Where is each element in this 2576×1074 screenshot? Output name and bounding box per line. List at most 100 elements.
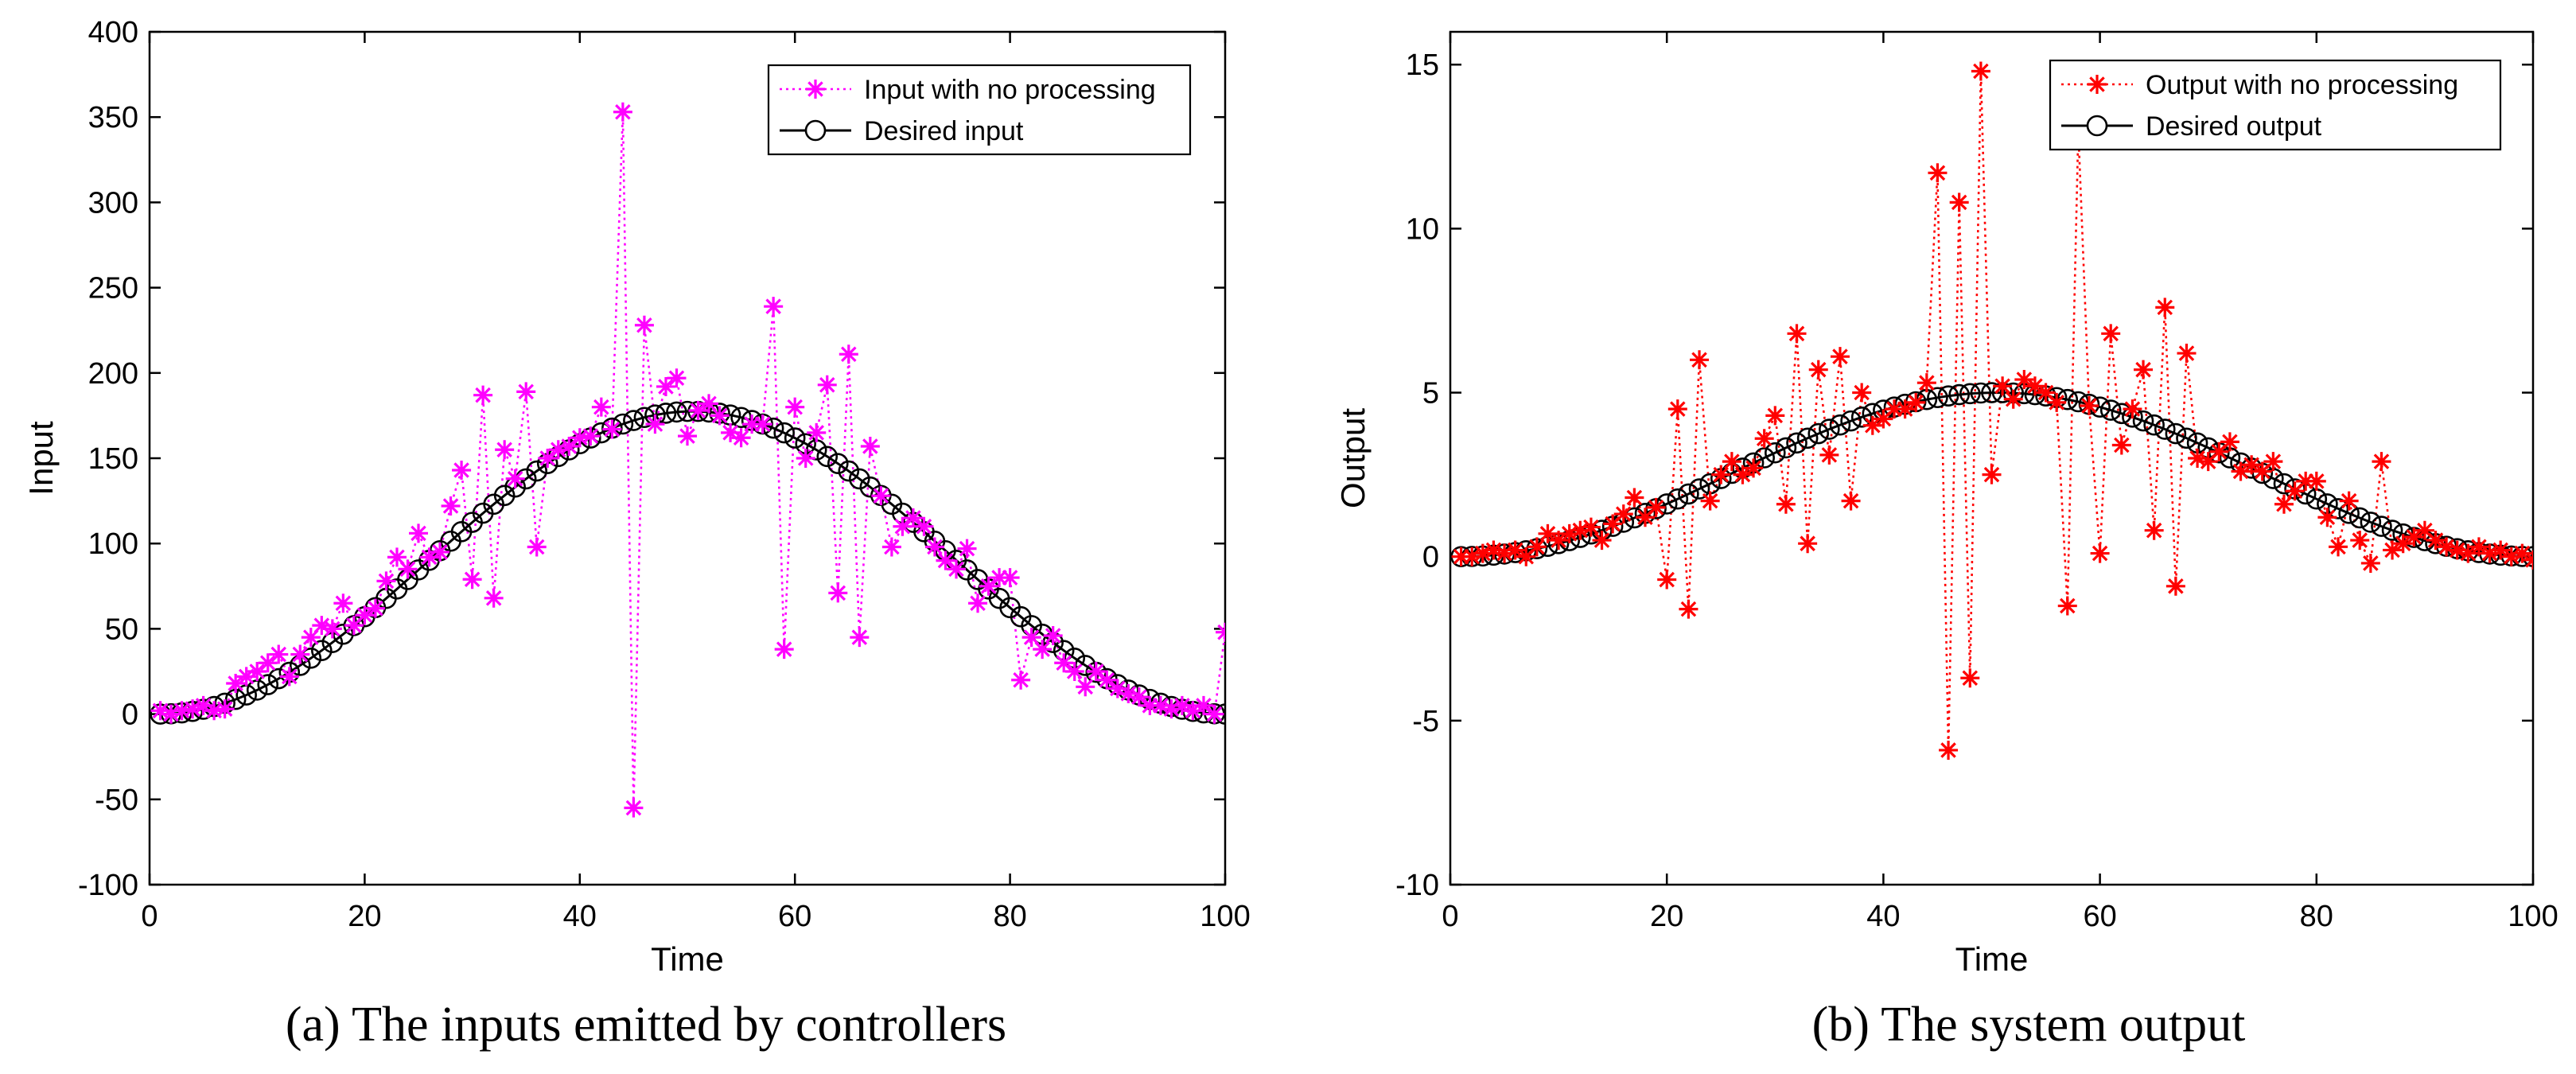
output-xtick-label: 60 [2083,900,2116,933]
inputs-ytick-label: 200 [88,357,138,391]
inputs-noisy-point [183,699,203,719]
output-noisy-series-line [1461,71,2533,751]
output-noisy-point [2047,392,2067,412]
inputs-noisy-point [968,593,988,613]
output-ytick-label: 15 [1406,49,1439,82]
output-desired-point [1948,383,1970,406]
output-noisy-point [2231,461,2251,481]
inputs-ytick-label: 150 [88,442,138,476]
inputs-noisy-point [430,542,450,562]
output-noisy-point [1895,399,1915,419]
output-noisy-point [2285,481,2305,501]
output-ytick-label: -5 [1412,705,1439,738]
inputs-noisy-point [150,701,170,721]
inputs-noisy-point [559,436,579,456]
output-noisy-point [2198,452,2218,472]
output-legend-noisy-marker [2088,75,2107,94]
output-noisy-point [1527,537,1547,557]
inputs-plot-area [150,102,1225,818]
inputs-noisy-point [1076,677,1095,697]
output-noisy-point [2415,520,2434,540]
inputs-noisy-point [1162,699,1181,719]
inputs-ytick-label: 400 [88,16,138,49]
output-noisy-point [2188,449,2208,468]
inputs-noisy-point [881,537,901,557]
output-noisy-point [2512,543,2532,563]
output-desired-point [1765,442,1786,464]
inputs-xtick-label: 100 [1200,900,1250,933]
output-desired-point [1775,437,1797,459]
inputs-noisy-point [807,422,827,442]
output-xtick-label: 20 [1650,900,1683,933]
inputs-noisy-point [462,570,482,590]
output-ytick-label: 0 [1422,541,1439,574]
output-noisy-point [2003,389,2023,409]
inputs-noisy-point [172,701,192,721]
inputs-noisy-point [1129,687,1149,707]
output-desired-point [2143,414,2165,436]
inputs-noisy-point [613,102,632,122]
inputs-ytick-label: 100 [88,527,138,561]
inputs-legend: Input with no processing Desired input [767,64,1192,156]
inputs-noisy-point [914,516,934,536]
inputs-noisy-point [1064,662,1084,681]
inputs-noisy-point [817,375,837,395]
output-noisy-point [1733,465,1753,484]
inputs-noisy-point [441,496,461,516]
inputs-noisy-point [1043,625,1063,645]
output-noisy-point [1635,508,1655,527]
inputs-noisy-point [990,568,1010,588]
output-noisy-point [1581,517,1601,537]
inputs-noisy-point [753,414,772,434]
output-noisy-point [1625,488,1644,508]
output-desired-point [2099,399,2122,421]
inputs-desired-point [838,460,860,482]
output-legend-box [2049,59,2502,151]
inputs-ytick-label: 250 [88,272,138,305]
chart-output: 0 20 40 60 80 100 -10 -5 0 5 10 15 Time Output Output … [1334,30,2558,978]
output-noisy-point [2220,432,2239,452]
caption-output: (b) The system output [1812,998,2246,1052]
output-noisy-point [2393,534,2413,554]
output-noisy-point [2155,298,2175,317]
output-noisy-point [2014,370,2034,390]
inputs-noisy-point [839,344,858,364]
output-desired-point [1840,410,1862,432]
inputs-noisy-point [226,674,246,694]
output-noisy-point [2437,537,2457,557]
inputs-ytick-label: 50 [105,613,138,646]
inputs-desired-point [666,401,687,423]
inputs-noisy-point [850,628,870,648]
inputs-noisy-point [1107,679,1127,698]
output-noisy-point [1744,458,1764,478]
inputs-noisy-point [1086,662,1106,681]
inputs-plot-frame [148,30,1227,886]
inputs-noisy-point [452,461,472,481]
inputs-desired-point [257,674,279,695]
output-noisy-point [1549,531,1569,551]
output-noisy-point [1679,599,1699,619]
output-noisy-point [2209,442,2229,461]
output-desired-point [2111,403,2133,425]
inputs-desired-point [526,460,548,482]
output-noisy-point [2523,550,2533,570]
output-noisy-point [2317,508,2337,527]
output-noisy-point [1939,740,1959,760]
inputs-desired-series-line [160,410,1225,716]
output-noisy-point [2360,553,2380,573]
output-ytick-label: 5 [1422,377,1439,411]
output-desired-point [2371,516,2392,537]
inputs-desired-point [311,640,333,661]
inputs-noisy-point [591,397,611,417]
inputs-noisy-point [538,449,558,468]
output-noisy-point [1538,523,1558,543]
output-noisy-point [1798,534,1818,554]
output-desired-point [2348,507,2371,529]
output-noisy-point [1754,429,1774,449]
output-legend-desired-label: Desired output [2146,111,2322,142]
output-noisy-point [1646,497,1666,517]
output-noisy-point [1787,324,1807,344]
output-noisy-point [1808,360,1828,379]
output-noisy-point [1473,543,1492,563]
inputs-noisy-point [1216,622,1225,642]
